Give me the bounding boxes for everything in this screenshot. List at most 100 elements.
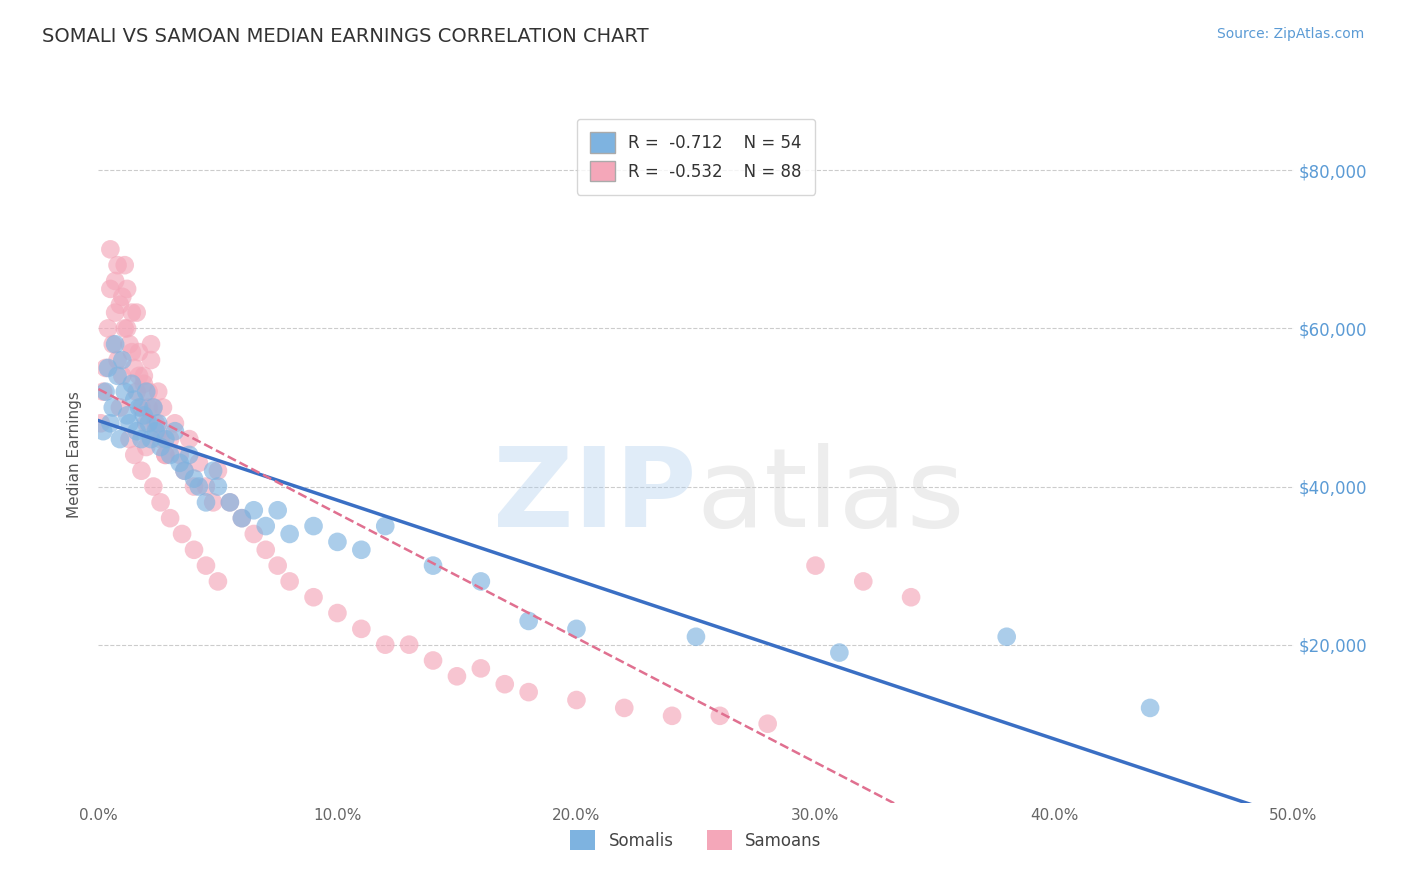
Point bbox=[118, 432, 141, 446]
Point bbox=[187, 479, 209, 493]
Point bbox=[179, 448, 201, 462]
Point bbox=[278, 527, 301, 541]
Point bbox=[446, 669, 468, 683]
Point bbox=[124, 392, 146, 407]
Point bbox=[111, 368, 134, 383]
Point bbox=[142, 401, 165, 415]
Point bbox=[142, 479, 165, 493]
Point bbox=[148, 424, 170, 438]
Point bbox=[90, 417, 112, 431]
Text: Source: ZipAtlas.com: Source: ZipAtlas.com bbox=[1216, 27, 1364, 41]
Point bbox=[804, 558, 827, 573]
Point bbox=[115, 321, 138, 335]
Point bbox=[326, 534, 349, 549]
Point bbox=[97, 321, 120, 335]
Point bbox=[517, 614, 540, 628]
Point bbox=[142, 401, 165, 415]
Point bbox=[149, 495, 172, 509]
Point bbox=[685, 630, 707, 644]
Point bbox=[149, 432, 172, 446]
Point bbox=[302, 519, 325, 533]
Point bbox=[183, 542, 205, 557]
Point bbox=[115, 409, 138, 423]
Point bbox=[159, 511, 181, 525]
Point bbox=[163, 417, 186, 431]
Point bbox=[97, 361, 120, 376]
Point bbox=[111, 290, 134, 304]
Point bbox=[138, 417, 160, 431]
Point bbox=[118, 337, 141, 351]
Point bbox=[422, 653, 444, 667]
Point bbox=[155, 448, 177, 462]
Point bbox=[302, 591, 325, 605]
Point bbox=[1139, 701, 1161, 715]
Point bbox=[169, 448, 191, 462]
Point bbox=[565, 622, 588, 636]
Point bbox=[121, 376, 143, 391]
Point bbox=[128, 345, 150, 359]
Point bbox=[326, 606, 349, 620]
Point bbox=[132, 409, 155, 423]
Point bbox=[107, 368, 129, 383]
Point bbox=[132, 376, 155, 391]
Text: atlas: atlas bbox=[696, 443, 965, 550]
Point bbox=[219, 495, 242, 509]
Point bbox=[828, 646, 851, 660]
Point bbox=[118, 417, 141, 431]
Point bbox=[107, 353, 129, 368]
Point bbox=[139, 353, 162, 368]
Point bbox=[124, 448, 146, 462]
Point bbox=[183, 479, 205, 493]
Point bbox=[111, 353, 134, 368]
Point bbox=[128, 401, 150, 415]
Point bbox=[163, 424, 186, 438]
Point bbox=[159, 432, 181, 446]
Point bbox=[243, 503, 266, 517]
Point bbox=[145, 424, 167, 438]
Point bbox=[94, 361, 117, 376]
Point bbox=[139, 337, 162, 351]
Point bbox=[661, 708, 683, 723]
Point bbox=[98, 282, 122, 296]
Point bbox=[104, 274, 127, 288]
Point bbox=[135, 384, 157, 399]
Point bbox=[195, 558, 218, 573]
Point bbox=[565, 693, 588, 707]
Point bbox=[138, 384, 160, 399]
Point bbox=[125, 384, 148, 399]
Point bbox=[152, 401, 174, 415]
Point bbox=[709, 708, 731, 723]
Point bbox=[254, 542, 277, 557]
Point bbox=[374, 638, 396, 652]
Point bbox=[115, 282, 138, 296]
Point bbox=[108, 401, 131, 415]
Point bbox=[131, 432, 153, 446]
Point bbox=[114, 384, 136, 399]
Point bbox=[183, 472, 205, 486]
Point bbox=[219, 495, 242, 509]
Point bbox=[231, 511, 253, 525]
Point bbox=[195, 479, 218, 493]
Point bbox=[254, 519, 277, 533]
Point bbox=[155, 448, 177, 462]
Point bbox=[101, 401, 124, 415]
Point bbox=[852, 574, 875, 589]
Point bbox=[187, 456, 209, 470]
Point bbox=[128, 368, 150, 383]
Point bbox=[124, 361, 146, 376]
Y-axis label: Median Earnings: Median Earnings bbox=[67, 392, 83, 518]
Point bbox=[114, 321, 136, 335]
Point bbox=[243, 527, 266, 541]
Point bbox=[422, 558, 444, 573]
Point bbox=[114, 258, 136, 272]
Point bbox=[98, 417, 122, 431]
Point bbox=[148, 384, 170, 399]
Point bbox=[155, 432, 177, 446]
Point bbox=[756, 716, 779, 731]
Point bbox=[172, 527, 194, 541]
Point bbox=[470, 574, 492, 589]
Point bbox=[207, 479, 229, 493]
Point bbox=[131, 464, 153, 478]
Point bbox=[138, 401, 160, 415]
Point bbox=[202, 495, 225, 509]
